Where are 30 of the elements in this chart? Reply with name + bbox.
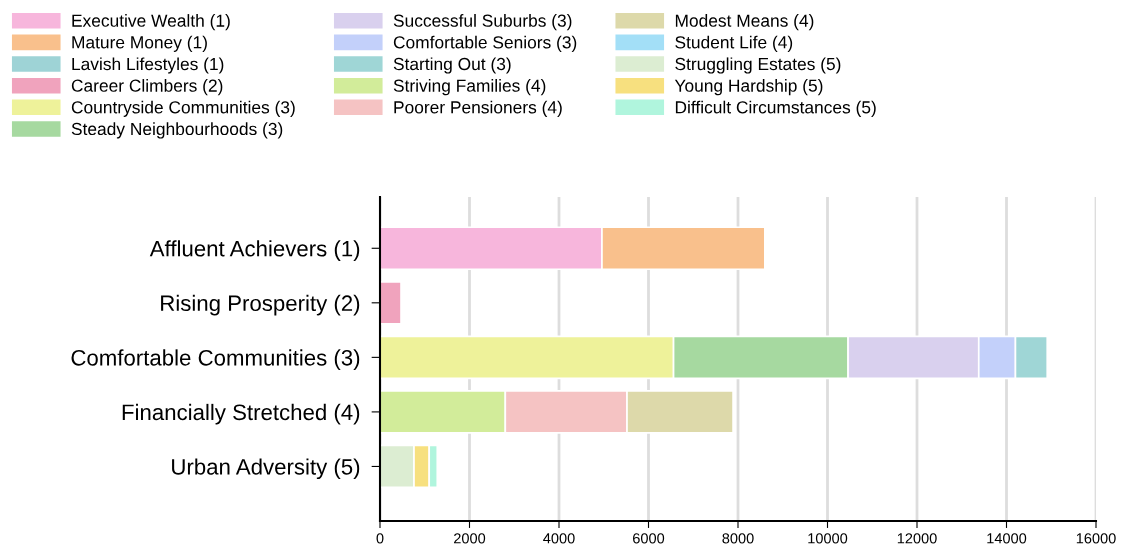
x-tick-label: 16000 bbox=[1076, 533, 1116, 544]
x-tick-label: 12000 bbox=[897, 533, 937, 544]
legend-label: Poorer Pensioners (4) bbox=[394, 100, 562, 117]
legend-label: Countryside Communities (3) bbox=[71, 100, 295, 117]
legend-label: Comfortable Seniors (3) bbox=[393, 35, 577, 52]
x-tick-label: 8000 bbox=[722, 533, 754, 544]
legend-label: Successful Suburbs (3) bbox=[393, 14, 572, 31]
y-tick-label: Rising Prosperity (2) bbox=[161, 294, 360, 316]
x-tick-label: 14000 bbox=[987, 533, 1027, 544]
legend-label: Young Hardship (5) bbox=[674, 79, 823, 96]
x-tick-label: 10000 bbox=[808, 533, 848, 544]
legend-label: Lavish Lifestyles (1) bbox=[72, 57, 224, 74]
legend-label: Struggling Estates (5) bbox=[675, 57, 841, 74]
x-tick-label: 6000 bbox=[633, 533, 665, 544]
legend-label: Student Life (4) bbox=[675, 35, 793, 52]
y-tick-label: Comfortable Communities (3) bbox=[71, 349, 360, 371]
x-tick-label: 4000 bbox=[543, 533, 575, 544]
legend-label: Modest Means (4) bbox=[675, 14, 814, 31]
legend-label: Executive Wealth (1) bbox=[72, 14, 230, 31]
legend-label: Starting Out (3) bbox=[393, 57, 511, 74]
legend-label: Career Climbers (2) bbox=[71, 79, 223, 96]
legend-label: Mature Money (1) bbox=[72, 35, 207, 52]
y-tick-label: Urban Adversity (5) bbox=[172, 458, 360, 480]
y-tick-label: Financially Stretched (4) bbox=[122, 403, 360, 425]
x-tick-label: 2000 bbox=[454, 533, 486, 544]
x-tick-label: 0 bbox=[376, 533, 384, 544]
legend-label: Difficult Circumstances (5) bbox=[675, 100, 876, 117]
legend-label: Steady Neighbourhoods (3) bbox=[71, 122, 283, 139]
legend-label: Striving Families (4) bbox=[393, 79, 546, 96]
y-tick-label: Affluent Achievers (1) bbox=[149, 240, 360, 261]
